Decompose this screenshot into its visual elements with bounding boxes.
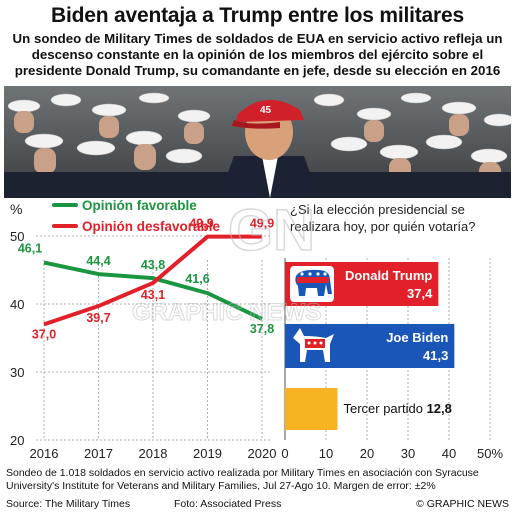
bar-chart: ¿Si la elección presidencial se realizara…: [281, 202, 503, 461]
source-credit: Source: The Military Times: [6, 498, 131, 510]
news-photo: 45: [4, 86, 511, 198]
watermark-logo: GN: [228, 198, 315, 263]
x-tick-label: 2017: [84, 446, 113, 461]
copyright: © GRAPHIC NEWS: [416, 498, 509, 510]
data-label: 49,9: [189, 217, 213, 231]
data-label: 39,7: [86, 311, 110, 325]
page-title: Biden aventaja a Trump entre los militar…: [51, 4, 464, 27]
x-tick-label: 10: [319, 446, 333, 461]
series-line: [43, 260, 263, 321]
x-tick-label: 0: [281, 446, 288, 461]
legend-label: Opinión desfavorable: [82, 219, 221, 234]
legend-label: Opinión favorable: [82, 198, 197, 213]
data-label: 41,6: [185, 272, 209, 286]
cap-number: 45: [260, 105, 272, 116]
trump-figure: 45: [219, 99, 319, 198]
data-label: 49,9: [250, 217, 274, 231]
data-label: 46,1: [18, 242, 42, 256]
x-tick-label: 2019: [193, 446, 222, 461]
watermark: GN GRAPHIC NEWS: [132, 197, 322, 326]
bar-chart-title: ¿Si la elección presidencial se realizara…: [290, 202, 475, 234]
bar-category-label: Tercer partido 12,8: [343, 401, 451, 416]
x-tick-label: 2016: [30, 446, 59, 461]
republican-elephant-icon: [290, 266, 334, 302]
y-tick-label: 20: [10, 433, 24, 448]
x-tick-label: 40: [442, 446, 456, 461]
y-tick-label: 30: [10, 365, 24, 380]
bar-value-label: 41,3: [423, 348, 448, 363]
watermark-text: GRAPHIC NEWS: [132, 299, 321, 326]
page-subtitle: Un sondeo de Military Times de soldados …: [12, 31, 503, 78]
bar-category-label: Donald Trump: [345, 268, 432, 283]
x-tick-label: 2018: [139, 446, 168, 461]
democrat-donkey-icon: [293, 328, 334, 362]
series-line: [43, 234, 262, 327]
data-label: 43,8: [141, 258, 165, 272]
y-tick-label: 50: [10, 229, 24, 244]
x-tick-label: 20: [360, 446, 374, 461]
crowd-caps: [7, 92, 511, 164]
bar: [285, 388, 338, 430]
footnote: Sondeo de 1.018 soldados en servicio act…: [6, 467, 479, 492]
y-axis-label: %: [10, 201, 22, 217]
line-chart: % 20 30 40 50 2016 2017 2018 2019 2020 Opinión fav…: [10, 198, 276, 461]
y-tick-label: 40: [10, 297, 24, 312]
bar-category-label: Joe Biden: [386, 330, 448, 345]
x-tick-label: 50%: [477, 446, 503, 461]
x-tick-label: 2020: [248, 446, 277, 461]
data-label: 43,1: [141, 288, 165, 302]
data-label: 37,0: [32, 327, 56, 341]
x-tick-label: 30: [401, 446, 415, 461]
data-label: 37,8: [250, 322, 274, 336]
photo-credit: Foto: Associated Press: [174, 498, 282, 510]
bar-value-label: 37,4: [407, 286, 433, 301]
bar-value-label: 12,8: [427, 401, 452, 416]
data-label: 44,4: [86, 254, 110, 268]
